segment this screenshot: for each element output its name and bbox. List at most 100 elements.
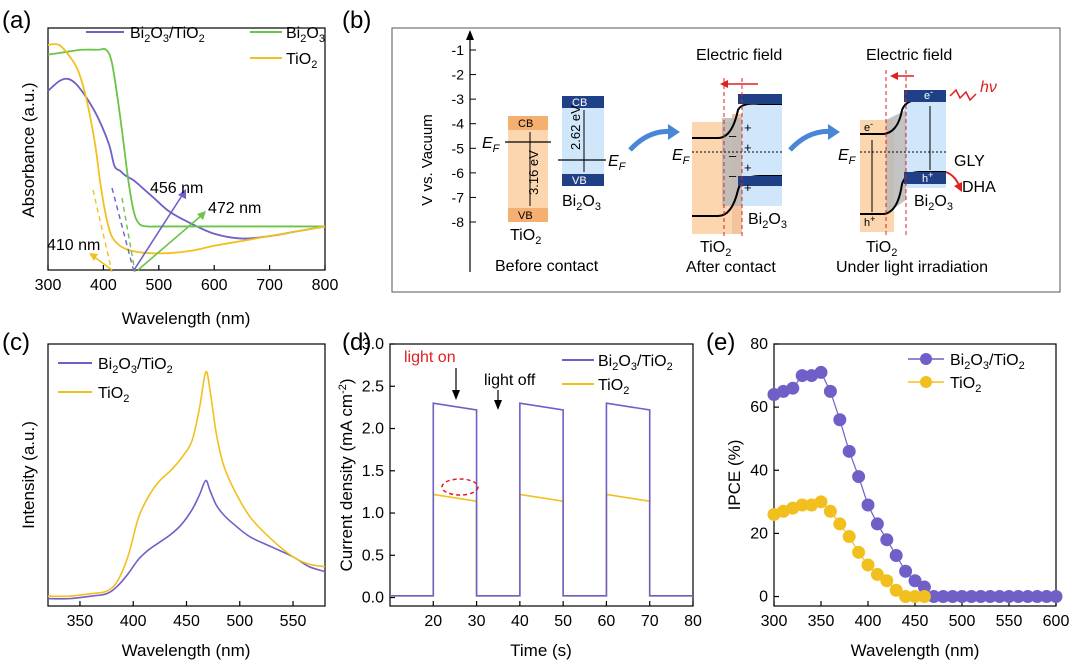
- panel-a-purple-tangent: [111, 187, 135, 273]
- light-tio2-name: TiO2: [866, 239, 897, 259]
- panel-a-arrowhead-456: [178, 189, 186, 199]
- panel-e-point-0-29: [1040, 590, 1054, 604]
- panel-e-ytick-label-0: 0: [759, 589, 768, 606]
- panel-d-legend: Bi2O3/TiO2 TiO2: [562, 353, 673, 397]
- before-tio2-cb: [508, 116, 548, 130]
- legend-d-tio2-label: TiO2: [598, 377, 629, 397]
- panel-d-highlight-ellipse: [441, 478, 479, 496]
- panel-e-point-1-11: [870, 567, 884, 581]
- panel-c-frame: [47, 343, 326, 607]
- panel-b: (b) -1-2-3-4-5-6-7-8 V vs. Vacuum CB VB …: [342, 7, 1061, 293]
- panel-e-xlabel: Wavelength (nm): [851, 641, 980, 660]
- panel-b-tick-label-4: -5: [452, 140, 465, 156]
- panel-a-line-1: [47, 47, 325, 228]
- legend-c-bt-label: Bi2O3/TiO2: [98, 356, 173, 376]
- panel-e-point-1-16: [917, 590, 931, 604]
- panel-d-light-on: light on: [404, 349, 456, 366]
- panel-e-point-0-3: [795, 369, 809, 383]
- panel-e-point-1-7: [833, 517, 847, 531]
- panel-e-xtick-label-0: 300: [761, 613, 788, 630]
- before-bi2o3-cb-label: CB: [572, 97, 587, 109]
- panel-b-axis-arrowhead: [466, 30, 474, 40]
- panel-e-point-1-6: [823, 504, 837, 518]
- panel-a-ylabel: Absorbance (a.u.): [19, 82, 38, 217]
- after-contact-caption: After contact: [686, 259, 776, 276]
- after-plus-1: +: [744, 120, 752, 135]
- panel-e-point-0-25: [1002, 590, 1016, 604]
- panel-c-label: (c): [2, 329, 30, 356]
- panel-a-arrow-472: [137, 214, 203, 271]
- panel-a-series: [47, 43, 326, 255]
- panel-d-series: [390, 402, 693, 597]
- before-tio2-cb-label: CB: [518, 118, 533, 130]
- panel-e-xtick-label-6: 600: [1043, 613, 1070, 630]
- panel-e-series: [767, 365, 1063, 604]
- panel-a-xtick-label-3: 600: [201, 277, 228, 294]
- panel-a-label: (a): [2, 7, 31, 34]
- after-bi2o3-name: Bi2O3: [748, 211, 787, 231]
- light-hv-label: hν: [980, 79, 997, 96]
- panel-a-arrowhead-472: [197, 211, 206, 220]
- panel-e-point-1-14: [899, 590, 913, 604]
- panel-a-annotation-456: 456 nm: [150, 180, 203, 197]
- after-plus-3: +: [744, 160, 752, 175]
- after-minus-3: –: [729, 168, 737, 183]
- light-efield-arrowhead: [890, 72, 898, 80]
- before-tio2-vb-label: VB: [518, 210, 533, 222]
- after-plus-4: +: [744, 180, 752, 195]
- panel-d-ytick-label-6: 3.0: [362, 336, 384, 353]
- panel-b-tick-label-3: -4: [452, 116, 465, 132]
- panel-e-point-0-27: [1021, 590, 1035, 604]
- panel-e-ytick-label-2: 40: [750, 462, 768, 479]
- before-bi2o3-vb: [562, 174, 604, 186]
- before-contact-caption: Before contact: [495, 258, 599, 275]
- panel-b-ticks: -1 -2 -3 -4 -5 -6 -7 -8: [452, 42, 476, 230]
- panel-d-ytick-label-2: 1.0: [362, 505, 384, 522]
- panel-c: (c) 350 400 450 500 550 Wavelength (nm) Inte…: [2, 329, 326, 660]
- legend-a-bt-label: Bi2O3/TiO2: [130, 25, 205, 45]
- panel-d-xlabel: Time (s): [510, 641, 572, 660]
- panel-e-line-1: [773, 501, 925, 598]
- panel-b-tick-label-2: -3: [452, 91, 465, 107]
- panel-e-legend: Bi2O3/TiO2 TiO2: [908, 352, 1025, 395]
- panel-e-ylabel: IPCE (%): [725, 440, 744, 511]
- panel-a-line-0: [47, 77, 326, 240]
- panel-d-xtick-label-0: 20: [424, 613, 442, 630]
- panel-c-xlabel: Wavelength (nm): [122, 641, 251, 660]
- panel-e-point-0-18: [936, 590, 950, 604]
- light-caption: Under light irradiation: [836, 259, 988, 276]
- legend-e-tio2-marker: [920, 376, 932, 388]
- before-tio2-ef-label: EF: [482, 135, 501, 155]
- light-bi2o3-name: Bi2O3: [914, 193, 953, 213]
- panel-d-frame: [389, 343, 694, 607]
- panel-e-point-0-13: [889, 548, 903, 562]
- after-minus-2: –: [729, 148, 737, 163]
- panel-d-xtick-label-2: 40: [511, 613, 529, 630]
- panel-e-point-0-23: [983, 590, 997, 604]
- panel-a-arrowhead-410: [89, 253, 98, 261]
- panel-c-series: [47, 370, 326, 600]
- panel-e-point-1-15: [908, 590, 922, 604]
- panel-e-point-0-19: [946, 590, 960, 604]
- before-tio2-vb: [508, 208, 548, 222]
- panel-e-ticks: 300 350 400 450 500 550 600 0 20 40 60 80: [750, 336, 1069, 630]
- panel-b-tick-label-5: -6: [452, 165, 465, 181]
- panel-e-xtick-label-4: 500: [949, 613, 976, 630]
- panel-e-point-0-28: [1030, 590, 1044, 604]
- legend-a-tio2-label: TiO2: [286, 51, 317, 71]
- after-plus-2: +: [744, 140, 752, 155]
- panel-a-xtick-label-0: 300: [35, 277, 62, 294]
- panel-e-point-0-9: [852, 470, 866, 484]
- panel-a-legend: Bi2O3/TiO2 Bi2O3 TiO2: [86, 25, 325, 71]
- panel-c-xticks: 350 400 450 500 550: [67, 601, 306, 630]
- panel-e-point-0-15: [908, 574, 922, 588]
- after-efield-label: Electric field: [696, 47, 782, 64]
- panel-d-line-1: [390, 402, 693, 597]
- light-dha-label: DHA: [962, 179, 996, 196]
- panel-e-point-1-8: [842, 530, 856, 544]
- panel-e-point-0-16: [917, 580, 931, 594]
- light-bi2o3-vb: [904, 172, 946, 184]
- panel-e-xtick-label-5: 550: [996, 613, 1023, 630]
- panel-d-xtick-label-4: 60: [598, 613, 616, 630]
